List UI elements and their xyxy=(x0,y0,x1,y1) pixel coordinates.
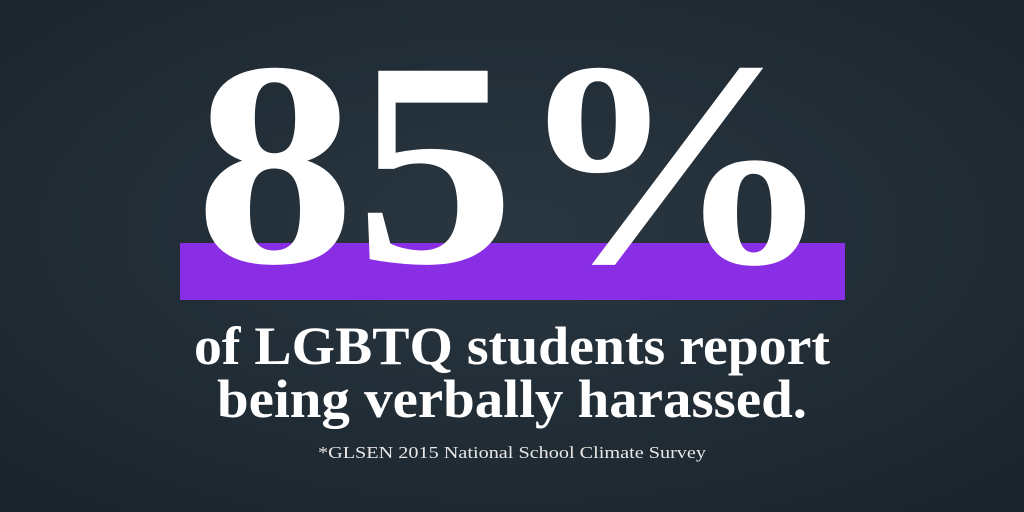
highlight-bar xyxy=(180,243,845,300)
headline-line: of LGBTQ students report xyxy=(194,316,830,376)
source: *GLSEN 2015 National School Climate Surv… xyxy=(318,443,707,462)
stat: 85% xyxy=(195,3,835,326)
headline-line: being verbally harassed. xyxy=(217,369,807,429)
